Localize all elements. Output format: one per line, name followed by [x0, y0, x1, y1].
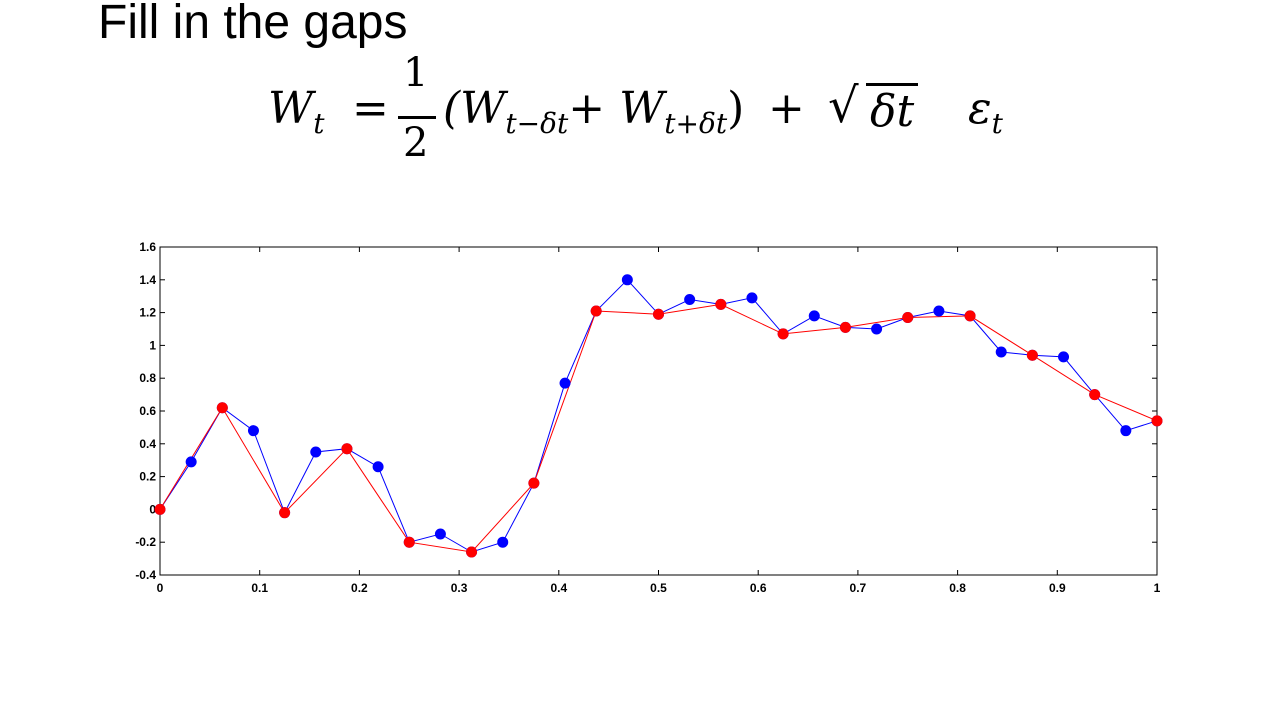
series-1-point: [528, 477, 540, 489]
y-tick-label: 1.2: [139, 306, 156, 320]
series-1-point: [964, 310, 976, 322]
x-tick-label: 0.1: [251, 581, 268, 595]
x-tick-label: 0.9: [1049, 581, 1066, 595]
y-tick-label: -0.4: [135, 568, 156, 582]
x-tick-label: 0.5: [650, 581, 667, 595]
series-1-point: [839, 321, 851, 333]
series-0-point: [497, 536, 509, 548]
x-tick-label: 0: [157, 581, 164, 595]
series-1-point: [1151, 415, 1163, 427]
y-tick-label: 0.8: [139, 371, 156, 385]
formula-equals: =: [352, 83, 389, 134]
series-0-point: [995, 346, 1007, 358]
series-1-point: [216, 402, 228, 414]
x-tick-label: 0.6: [750, 581, 767, 595]
series-1-point: [1089, 389, 1101, 401]
series-0-point: [310, 446, 322, 458]
series-1-point: [1026, 349, 1038, 361]
formula-denominator: 2: [403, 120, 429, 166]
series-0-point: [434, 528, 446, 540]
series-0-point: [621, 274, 633, 286]
formula-plus: +: [768, 83, 805, 134]
series-1-point: [403, 536, 415, 548]
series-1-point: [653, 308, 664, 320]
series-0-point: [1058, 351, 1070, 363]
series-1-point: [466, 546, 478, 558]
x-tick-label: 0.2: [351, 581, 368, 595]
series-0-point: [933, 305, 945, 317]
plot-area: [159, 246, 1158, 576]
formula-noise: εt: [968, 83, 1003, 140]
formula-lhs: Wt: [268, 83, 325, 140]
series-1-point: [341, 443, 353, 455]
series-1-point: [590, 305, 602, 317]
series-0-point: [372, 461, 384, 473]
series-0-point: [808, 310, 820, 322]
series-0-point: [185, 456, 197, 468]
series-0-point: [746, 292, 758, 304]
series-1-point: [777, 328, 789, 340]
slide-title: Fill in the gaps: [98, 0, 408, 49]
y-tick-label: 0.4: [139, 437, 156, 451]
y-tick-label: -0.2: [135, 535, 156, 549]
y-tick-label: 0: [149, 502, 156, 516]
x-tick-label: 0.8: [949, 581, 966, 595]
series-0-point: [559, 377, 571, 389]
x-tick-label: 0.7: [850, 581, 867, 595]
formula: Wt = 1 2 (Wt−δt+ Wt+δt) + √ δt εt: [268, 50, 1028, 180]
formula-numerator: 1: [403, 50, 429, 96]
series-1-point: [279, 507, 291, 519]
series-1-point: [715, 298, 727, 310]
series-1-point: [902, 312, 914, 324]
formula-radicand: δt: [866, 83, 919, 137]
formula-fraction-bar: [398, 116, 436, 119]
formula-sqrt-symbol: √: [828, 78, 859, 134]
y-tick-label: 1.6: [139, 240, 156, 254]
series-0-point: [1120, 425, 1132, 437]
series-1-point: [154, 503, 166, 515]
series-0-point: [871, 323, 883, 335]
series-0-point: [684, 293, 696, 305]
y-tick-label: 0.6: [139, 404, 156, 418]
y-tick-label: 1: [149, 338, 156, 352]
formula-sum-term: (Wt−δt+ Wt+δt): [443, 83, 745, 140]
x-tick-label: 1: [1154, 581, 1161, 595]
y-tick-label: 1.4: [139, 273, 156, 287]
x-tick-label: 0.3: [451, 581, 468, 595]
x-tick-label: 0.4: [550, 581, 567, 595]
series-0-point: [247, 425, 259, 437]
y-tick-label: 0.2: [139, 470, 156, 484]
